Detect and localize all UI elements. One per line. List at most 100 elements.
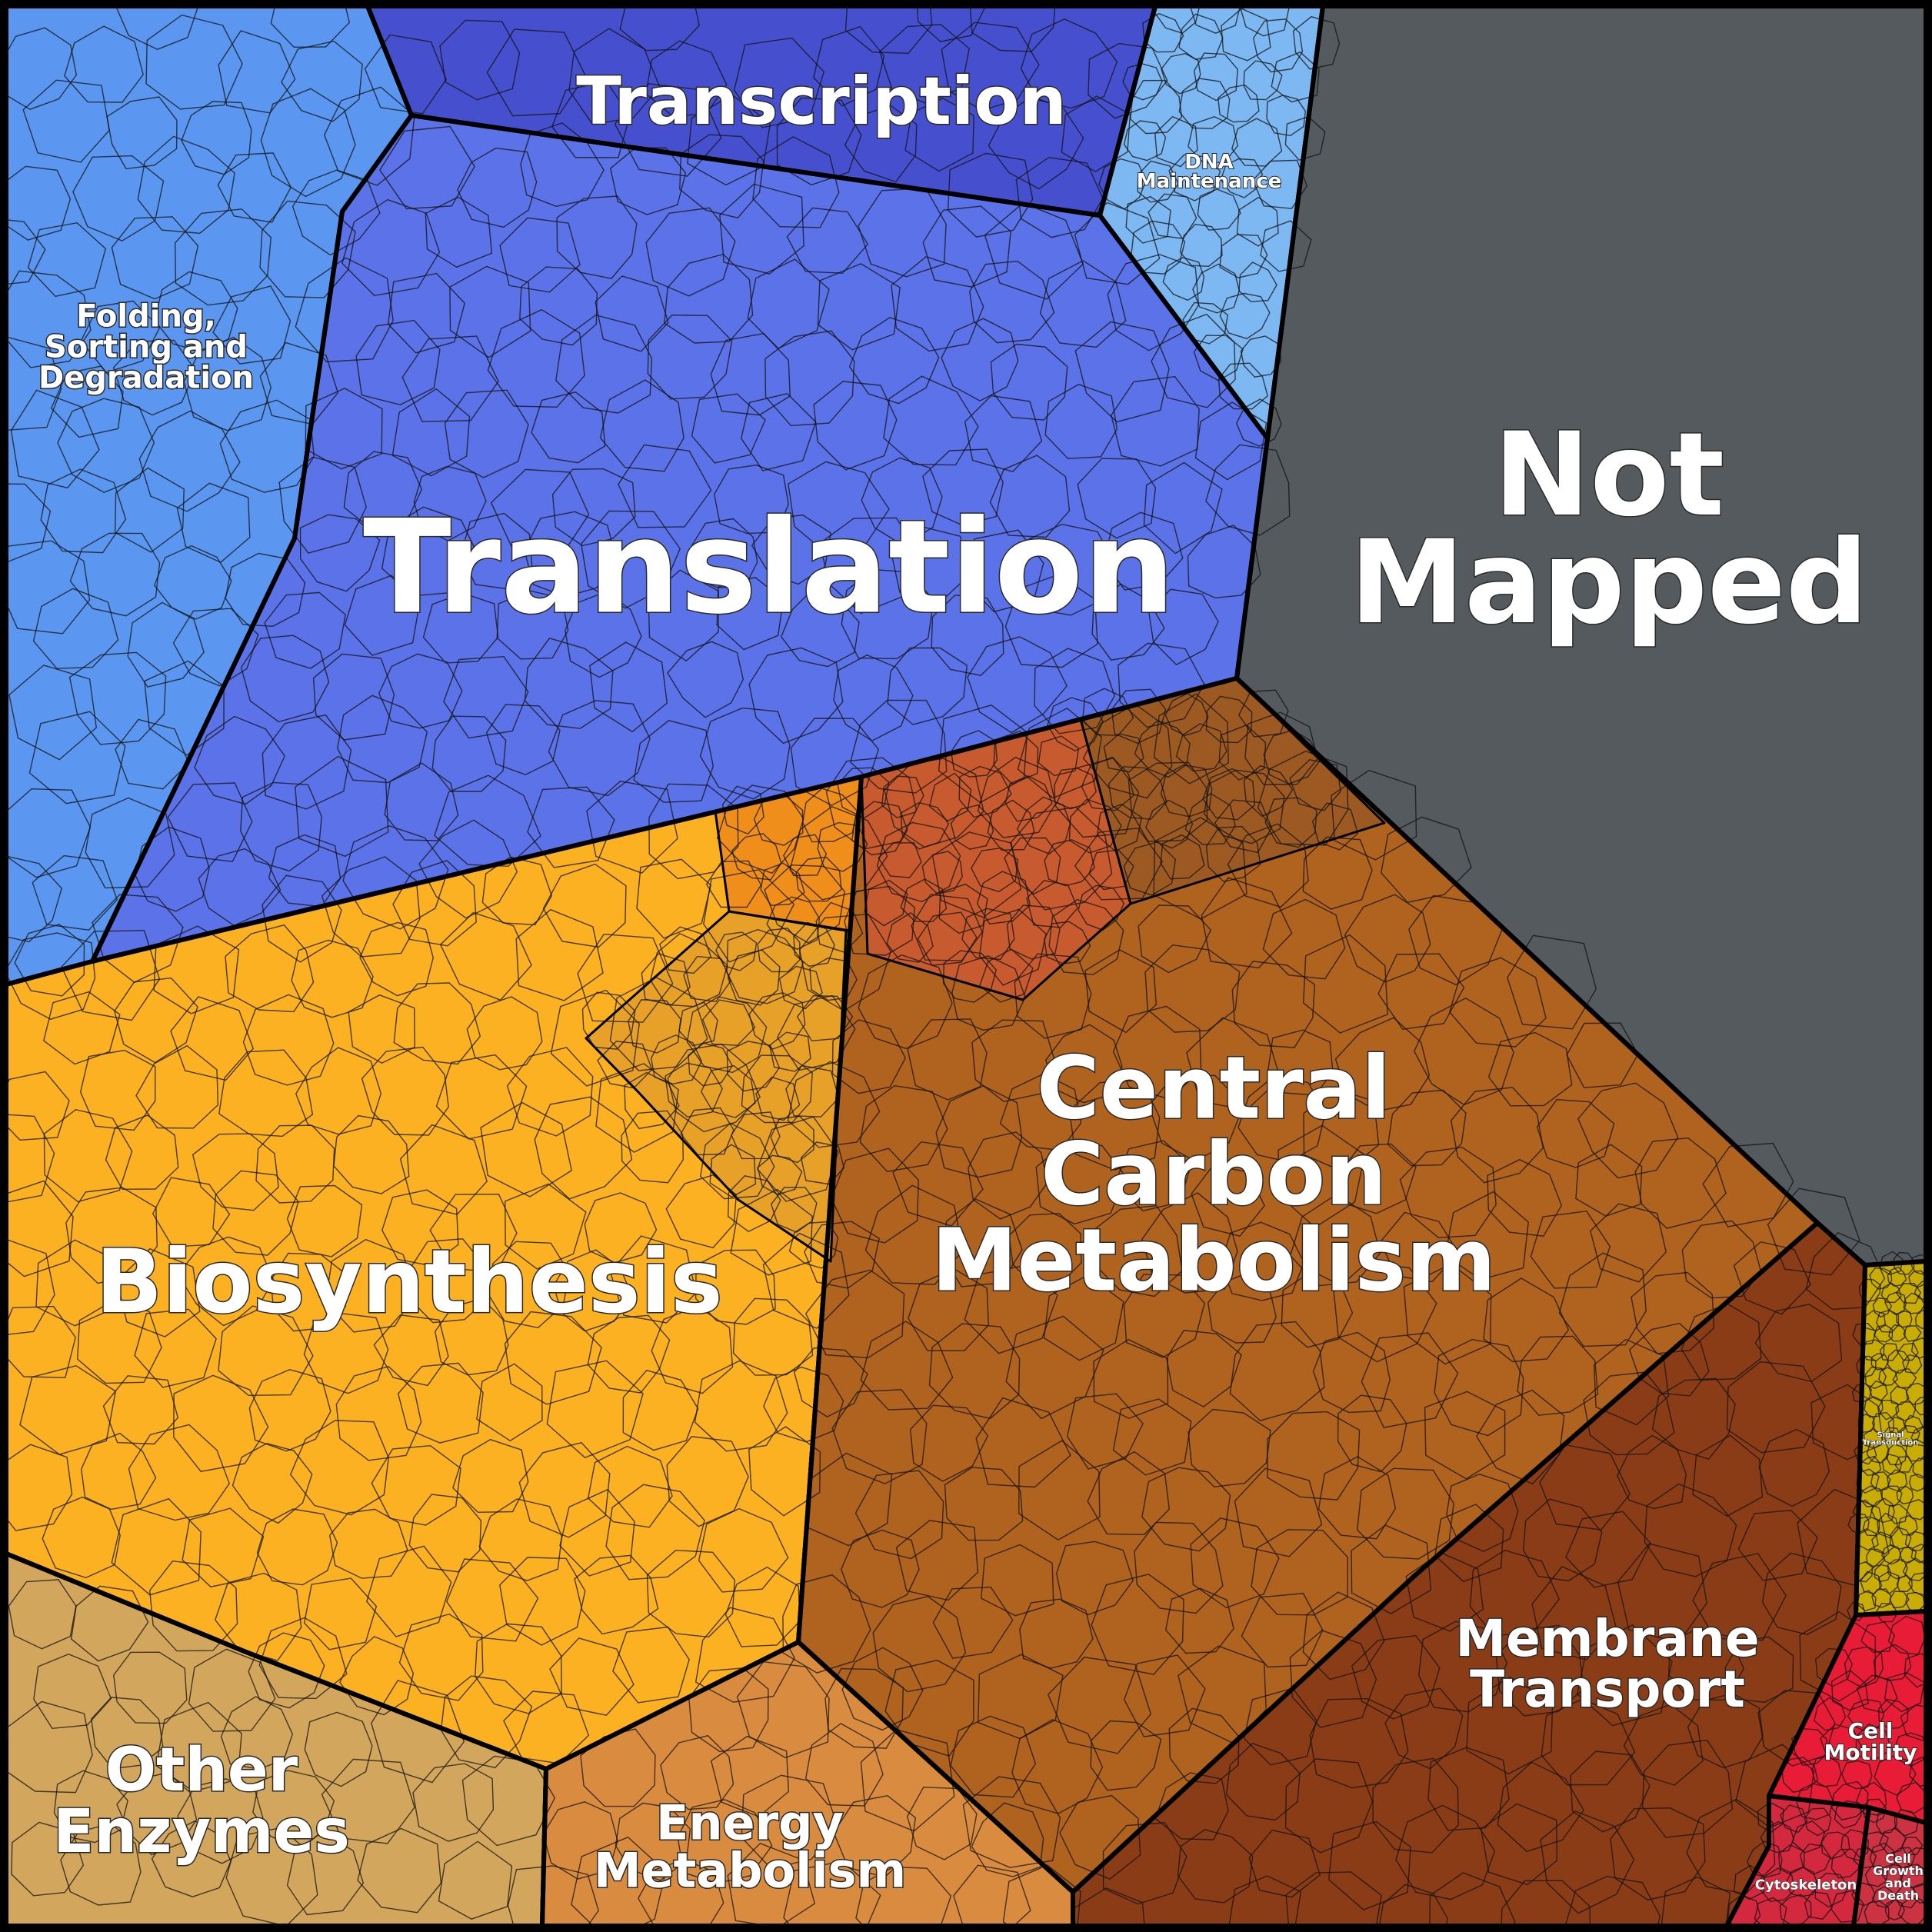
- cell-polygon: [1866, 1548, 1886, 1567]
- cell-polygon: [1102, 1822, 1188, 1905]
- cell-polygon: [764, 330, 855, 427]
- cell-polygon: [586, 781, 678, 874]
- cell-polygon: [105, 1114, 179, 1191]
- cell-polygon: [1166, 1330, 1242, 1407]
- cell-polygon: [218, 1305, 314, 1397]
- cell-polygon: [1219, 292, 1271, 340]
- cell-polygon: [1333, 1261, 1437, 1363]
- cell-polygon: [793, 1347, 868, 1417]
- cell-polygon: [864, 879, 908, 927]
- cell-polygon: [281, 40, 363, 122]
- cell-polygon: [153, 925, 240, 1014]
- cell-polygon: [741, 1774, 838, 1870]
- cell-polygon: [710, 332, 791, 416]
- cell-polygon: [1054, 768, 1097, 810]
- cell-polygon: [1896, 1486, 1914, 1504]
- cell-polygon: [225, 924, 315, 1013]
- cell-polygon: [1558, 1252, 1647, 1347]
- cell-polygon: [435, 1054, 528, 1140]
- cell-polygon: [1011, 1719, 1104, 1814]
- cell-polygon: [1161, 52, 1201, 95]
- label-energy-metabolism: Energy Metabolism: [594, 1794, 906, 1898]
- cell-polygon: [944, 1467, 1024, 1541]
- cell-polygon: [183, 336, 271, 431]
- cell-polygon: [364, 34, 447, 115]
- cell-polygon: [741, 1054, 813, 1124]
- label-dna-maintenance: DNA Maintenance: [1137, 151, 1282, 193]
- cell-polygon: [167, 782, 253, 862]
- cell-polygon: [695, 1249, 776, 1325]
- cell-polygon: [1853, 1442, 1877, 1465]
- cell-polygon: [770, 1115, 814, 1164]
- cell-polygon: [1084, 949, 1158, 1034]
- cell-polygon: [1565, 1875, 1661, 1932]
- cell-polygon: [727, 949, 781, 1006]
- cell-polygon: [1395, 1804, 1496, 1900]
- cell-polygon: [1760, 1820, 1794, 1854]
- cell-polygon: [439, 19, 521, 101]
- cell-polygon: [1123, 1654, 1206, 1737]
- cell-polygon: [0, 1180, 74, 1277]
- cell-polygon: [408, 1237, 490, 1324]
- cell-polygon: [1187, 525, 1261, 599]
- cell-polygon: [1864, 1900, 1890, 1927]
- label-biosynthesis: Biosynthesis: [95, 1231, 722, 1333]
- cell-polygon: [1093, 1338, 1169, 1419]
- cell-polygon: [135, 1044, 219, 1129]
- cell-polygon: [27, 222, 107, 298]
- label-line: Energy: [656, 1794, 844, 1850]
- cell-polygon: [487, 1241, 570, 1329]
- cell-polygon: [116, 1247, 201, 1337]
- cell-polygon: [1889, 1526, 1912, 1550]
- cell-polygon: [1131, 220, 1186, 275]
- cell-polygon: [841, 568, 934, 660]
- label-line: Signal: [1877, 1431, 1904, 1440]
- cell-polygon: [215, 1572, 302, 1661]
- cell-polygon: [305, 388, 383, 470]
- cell-polygon: [1218, 724, 1267, 781]
- cell-polygon: [1043, 1274, 1124, 1361]
- cell-polygon: [621, 1110, 685, 1184]
- label-line: Sorting and: [45, 329, 248, 365]
- cell-polygon: [1879, 1827, 1907, 1855]
- cell-polygon: [747, 258, 830, 349]
- cell-polygon: [864, 1184, 964, 1285]
- cell-polygon: [339, 1636, 415, 1716]
- cell-polygon: [1895, 1282, 1922, 1304]
- cell-polygon: [1160, 764, 1213, 818]
- cell-polygon: [1889, 1591, 1910, 1609]
- cell-polygon: [114, 977, 198, 1064]
- cell-polygon: [1194, 401, 1267, 481]
- cell-polygon: [1231, 961, 1316, 1048]
- cell-polygon: [278, 456, 367, 554]
- cell-polygon: [1236, 196, 1279, 247]
- cell-polygon: [1424, 1391, 1506, 1480]
- label-other-enzymes: Other Enzymes: [53, 1736, 350, 1867]
- cell-polygon: [1726, 1361, 1826, 1454]
- cell-polygon: [748, 647, 844, 744]
- cell-polygon: [1894, 1885, 1920, 1909]
- cell-polygon: [1417, 1621, 1507, 1713]
- cell-polygon: [990, 343, 1068, 421]
- cell-polygon: [1868, 1380, 1888, 1402]
- cell-polygon: [260, 88, 356, 198]
- cell-polygon: [751, 514, 831, 585]
- cell-polygon: [1151, 313, 1236, 408]
- cell-polygon: [218, 1049, 314, 1138]
- cell-polygon: [916, 0, 986, 42]
- cell-polygon: [1137, 160, 1179, 203]
- cell-polygon: [694, 1360, 788, 1452]
- cell-polygon: [289, 1420, 389, 1516]
- cell-polygon: [1702, 1142, 1794, 1227]
- cell-polygon: [762, 1232, 850, 1329]
- cell-polygon: [1034, 648, 1115, 734]
- cell-polygon: [1877, 1399, 1900, 1421]
- cell-polygon: [906, 1787, 978, 1860]
- cell-polygon: [1220, 1221, 1305, 1301]
- cell-polygon: [248, 1368, 331, 1452]
- cell-polygon: [595, 275, 669, 352]
- cell-polygon: [457, 147, 538, 228]
- cell-polygon: [1262, 898, 1346, 980]
- cell-polygon: [1906, 1499, 1927, 1521]
